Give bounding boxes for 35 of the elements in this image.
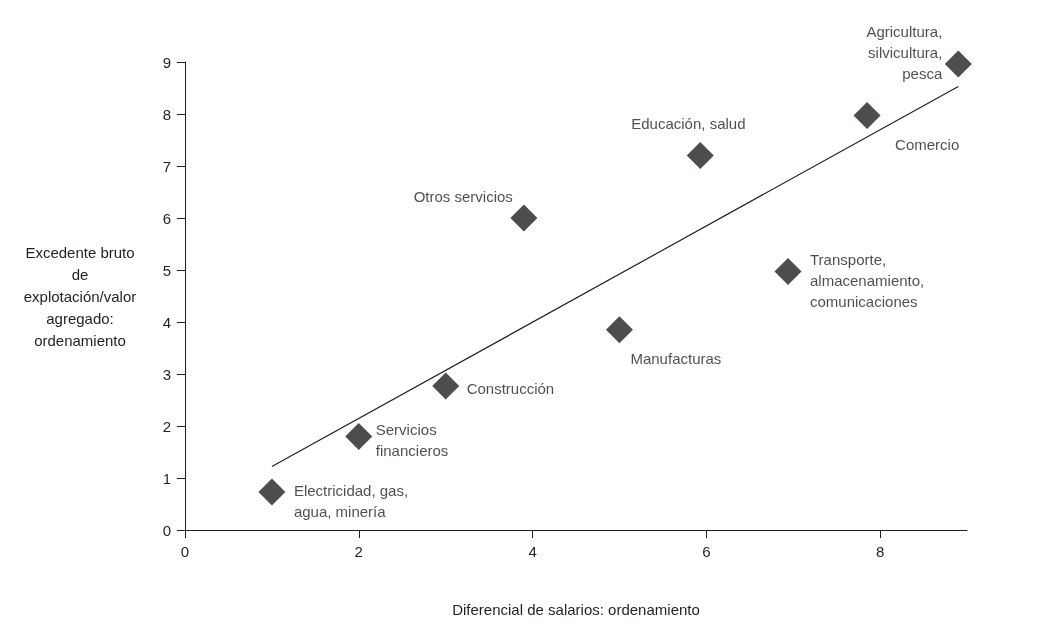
- annotation: Servicios financieros: [375, 421, 449, 460]
- point: [605, 316, 633, 344]
- annotation: Agricultura, silvicultura, pesca: [866, 23, 943, 83]
- y-tick-label: 2: [162, 417, 171, 435]
- annotation: Educación, salud: [631, 114, 746, 132]
- point: [944, 50, 972, 78]
- x-tick-label: 0: [180, 543, 190, 560]
- y-axis-title: Excedente bruto de explotación/valor agregado: ordenamiento: [23, 243, 137, 349]
- annotation: Transporte, almacenamiento, comunicaciones: [810, 250, 925, 310]
- annotation: Electricidad, gas, agua, minería: [293, 482, 409, 521]
- point: [258, 478, 286, 506]
- annotation: Otros servicios: [413, 188, 513, 205]
- point: [774, 258, 802, 286]
- x-tick-label: 6: [702, 543, 711, 560]
- y-tick-label: 3: [162, 365, 171, 383]
- y-tick-label: 6: [162, 209, 171, 227]
- y-tick-label: 7: [162, 157, 171, 175]
- x-tick-label: 2: [354, 543, 363, 560]
- x-axis-title: Diferencial de salarios: ordenamiento: [452, 601, 700, 618]
- point: [510, 204, 538, 232]
- x-tick-label: 4: [528, 543, 537, 560]
- y-tick-label: 0: [162, 521, 171, 539]
- point: [432, 372, 460, 400]
- x-tick-label: 8: [875, 543, 885, 560]
- point: [853, 102, 881, 130]
- y-tick-label: 8: [162, 105, 171, 123]
- y-tick-label: 5: [162, 261, 171, 279]
- annotation: Construcción: [466, 379, 555, 397]
- point: [686, 142, 714, 170]
- annotation: Manufacturas: [630, 349, 722, 367]
- y-tick-label: 4: [162, 313, 171, 331]
- annotation: Comercio: [895, 135, 960, 153]
- point: [345, 422, 373, 450]
- y-tick-label: 9: [162, 53, 171, 71]
- y-tick-label: 1: [162, 469, 171, 487]
